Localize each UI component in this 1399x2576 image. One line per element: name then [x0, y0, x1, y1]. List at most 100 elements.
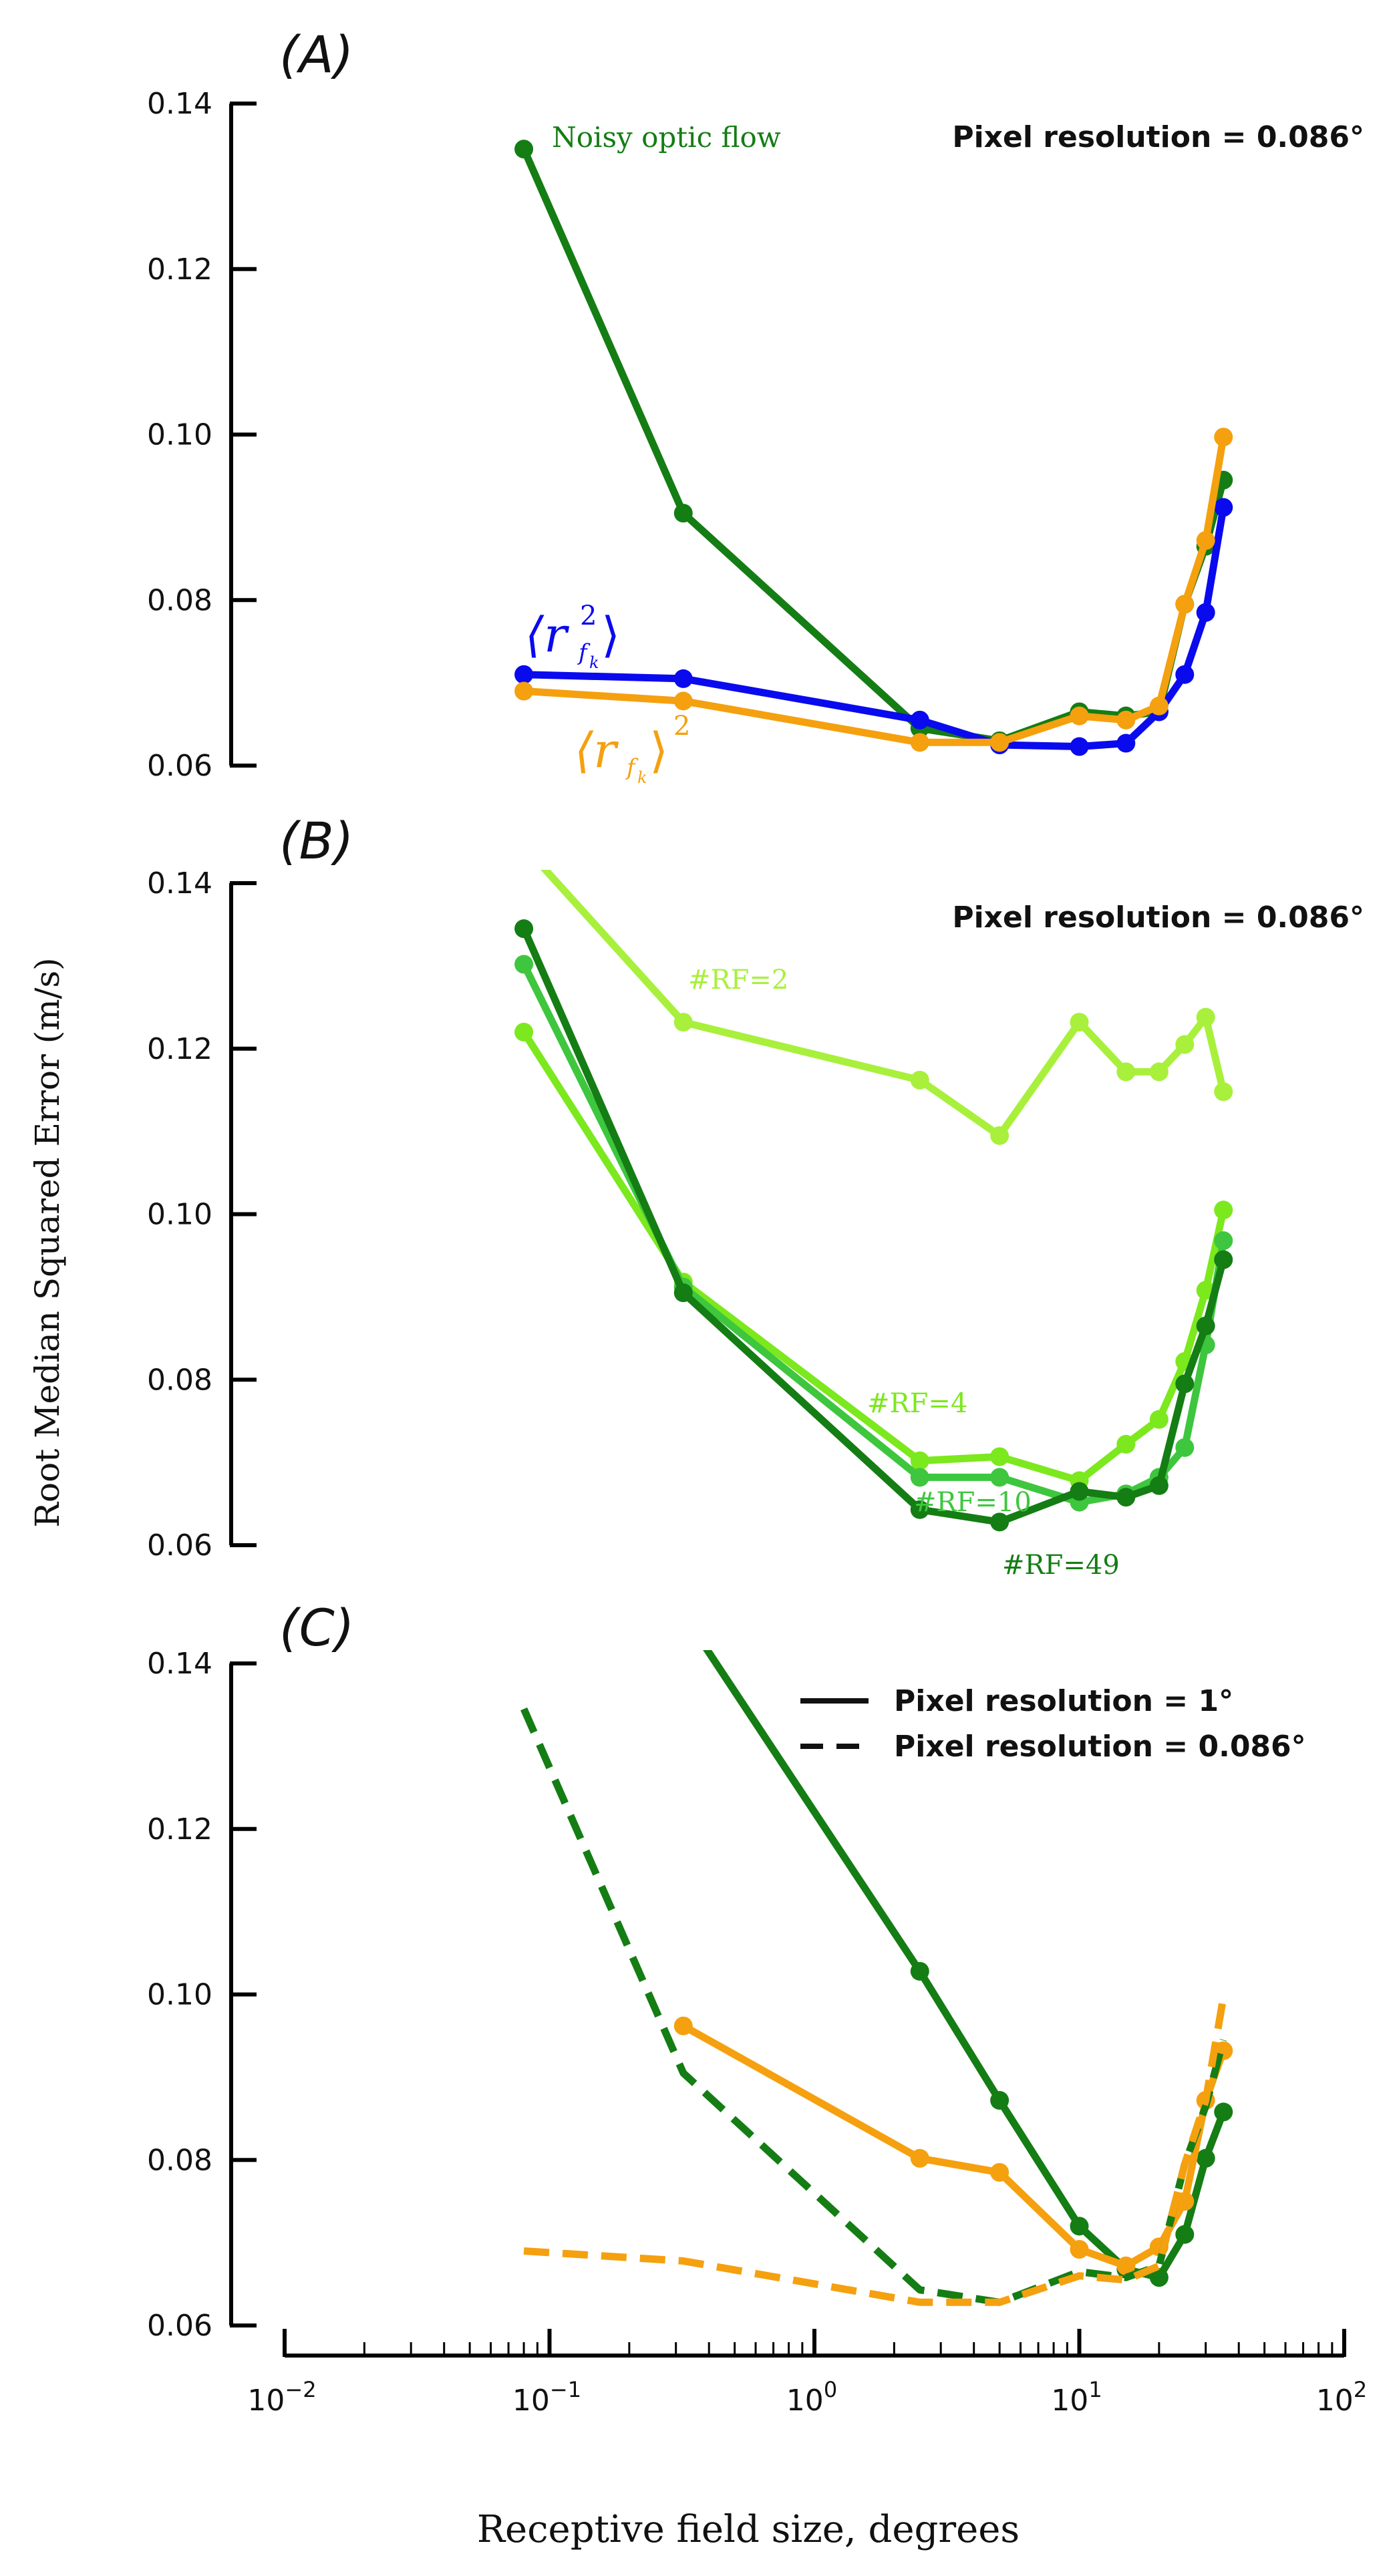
data-point: [514, 919, 534, 939]
data-point: [990, 2091, 1009, 2110]
data-point: [910, 733, 929, 752]
series-line--r-f-k-: [523, 436, 1227, 746]
data-point: [1175, 1438, 1195, 1457]
series-label-mean-r-squared-text: ⟨r: [575, 722, 619, 778]
data-point: [1196, 603, 1215, 622]
legend-dashed-label: Pixel resolution = 0.086°: [894, 1730, 1306, 1764]
data-point: [910, 1451, 929, 1470]
data-point: [514, 681, 534, 701]
y-tick-label: 0.10: [147, 1198, 212, 1232]
y-tick-label: 0.12: [147, 1032, 212, 1066]
data-point: [673, 669, 693, 688]
x-tick-label: 102: [1316, 2377, 1367, 2418]
data-point: [1175, 2225, 1195, 2244]
y-tick-label: 0.06: [147, 1528, 212, 1563]
data-point: [910, 1070, 929, 1090]
data-point: [673, 504, 693, 523]
data-point: [1175, 1035, 1195, 1054]
y-tick-label: 0.06: [147, 2309, 212, 2343]
series-label-mean-r-squared-sup: 2: [673, 711, 690, 742]
x-tick-label: 10−1: [512, 2377, 581, 2418]
data-point: [990, 1126, 1009, 1145]
series-label-r-squared-mean: ⟨r 2 f k ⟩: [525, 601, 620, 672]
data-point: [990, 733, 1009, 752]
data-point: [1214, 1231, 1233, 1251]
series-line--r-f-k-: [523, 506, 1227, 750]
y-tick-label: 0.12: [147, 253, 212, 287]
data-point: [1175, 595, 1195, 614]
data-point: [1149, 1476, 1169, 1495]
data-point: [673, 691, 693, 711]
data-point: [1214, 2102, 1233, 2122]
series-label-r-squared-mean-subsub: k: [589, 653, 599, 672]
data-point: [1196, 531, 1215, 550]
y-tick-label: 0.14: [147, 87, 212, 121]
series-label-noisy-optic-flow: Noisy optic flow: [552, 121, 781, 154]
data-point: [1214, 1082, 1233, 1102]
y-tick-label: 0.14: [147, 1647, 212, 1681]
data-point: [1116, 1434, 1136, 1454]
data-point: [1116, 710, 1136, 730]
y-tick-label: 0.14: [147, 866, 212, 901]
data-point: [514, 140, 534, 159]
data-point: [1175, 1374, 1195, 1394]
series-line-noisy-optic-flow: [520, 147, 1227, 745]
data-point: [1070, 2240, 1089, 2259]
y-tick-label: 0.08: [147, 1363, 212, 1397]
series-line--rf-49: [520, 927, 1227, 1526]
y-tick-label: 0.06: [147, 749, 212, 783]
data-point: [1116, 1488, 1136, 1507]
data-point: [1149, 1410, 1169, 1429]
panel-series-group-3: [520, 1650, 1233, 2306]
y-axis-label: Root Median Squared Error (m/s): [28, 957, 67, 1527]
x-tick-label: 100: [786, 2377, 837, 2418]
legend-solid-label: Pixel resolution = 1°: [894, 1684, 1233, 1718]
series-label-r-squared-mean-close: ⟩: [601, 607, 620, 663]
panel-a-resolution-note: Pixel resolution = 0.086°: [952, 120, 1364, 154]
data-point: [1116, 734, 1136, 753]
y-tick-label: 0.10: [147, 1978, 212, 2012]
y-tick-label: 0.08: [147, 583, 212, 617]
series-label-mean-r-squared-close: ⟩: [649, 722, 668, 778]
series-label-mean-r-squared-subsub: k: [637, 768, 647, 787]
series-label-rf-49: #RF=49: [1002, 1550, 1120, 1581]
data-point: [1116, 2256, 1136, 2275]
series-label-mean-r-squared-sub: f: [625, 754, 639, 781]
data-point: [1070, 1013, 1089, 1032]
x-tick-label: 10−2: [247, 2377, 316, 2418]
data-point: [673, 2016, 693, 2036]
series-label-r-squared-mean-sup: 2: [580, 601, 597, 631]
series-line-series-3: [523, 1996, 1227, 2306]
data-point: [514, 955, 534, 974]
y-tick-label: 0.08: [147, 2143, 212, 2177]
data-point: [673, 1013, 693, 1032]
series-label-rf-2: #RF=2: [688, 965, 788, 995]
data-point: [910, 710, 929, 730]
x-tick-label: 101: [1051, 2377, 1102, 2418]
data-point: [1196, 1007, 1215, 1027]
data-point: [1196, 2148, 1215, 2168]
data-point: [1214, 1200, 1233, 1220]
data-point: [1214, 498, 1233, 517]
data-point: [1116, 1062, 1136, 1082]
data-point: [1214, 428, 1233, 447]
data-point: [514, 1022, 534, 1041]
data-point: [990, 1512, 1009, 1532]
data-point: [990, 1468, 1009, 1487]
series-line--rf-10: [520, 962, 1227, 1506]
panel-series-group-1: [514, 140, 1233, 756]
data-point: [990, 1447, 1009, 1466]
series-label-rf-10: #RF=10: [914, 1487, 1032, 1518]
series-label-mean-r-squared: ⟨r f k ⟩ 2: [575, 711, 690, 787]
y-tick-label: 0.10: [147, 418, 212, 452]
panel-b-resolution-note: Pixel resolution = 0.086°: [952, 901, 1364, 935]
data-point: [1070, 2217, 1089, 2236]
data-point: [1070, 737, 1089, 756]
data-point: [1070, 1482, 1089, 1501]
series-label-r-squared-mean-sub: f: [577, 639, 591, 666]
panel-label-c: (C): [279, 1598, 354, 1657]
data-point: [673, 1283, 693, 1303]
panel-series-group-2: [514, 870, 1233, 1532]
data-point: [514, 665, 534, 684]
